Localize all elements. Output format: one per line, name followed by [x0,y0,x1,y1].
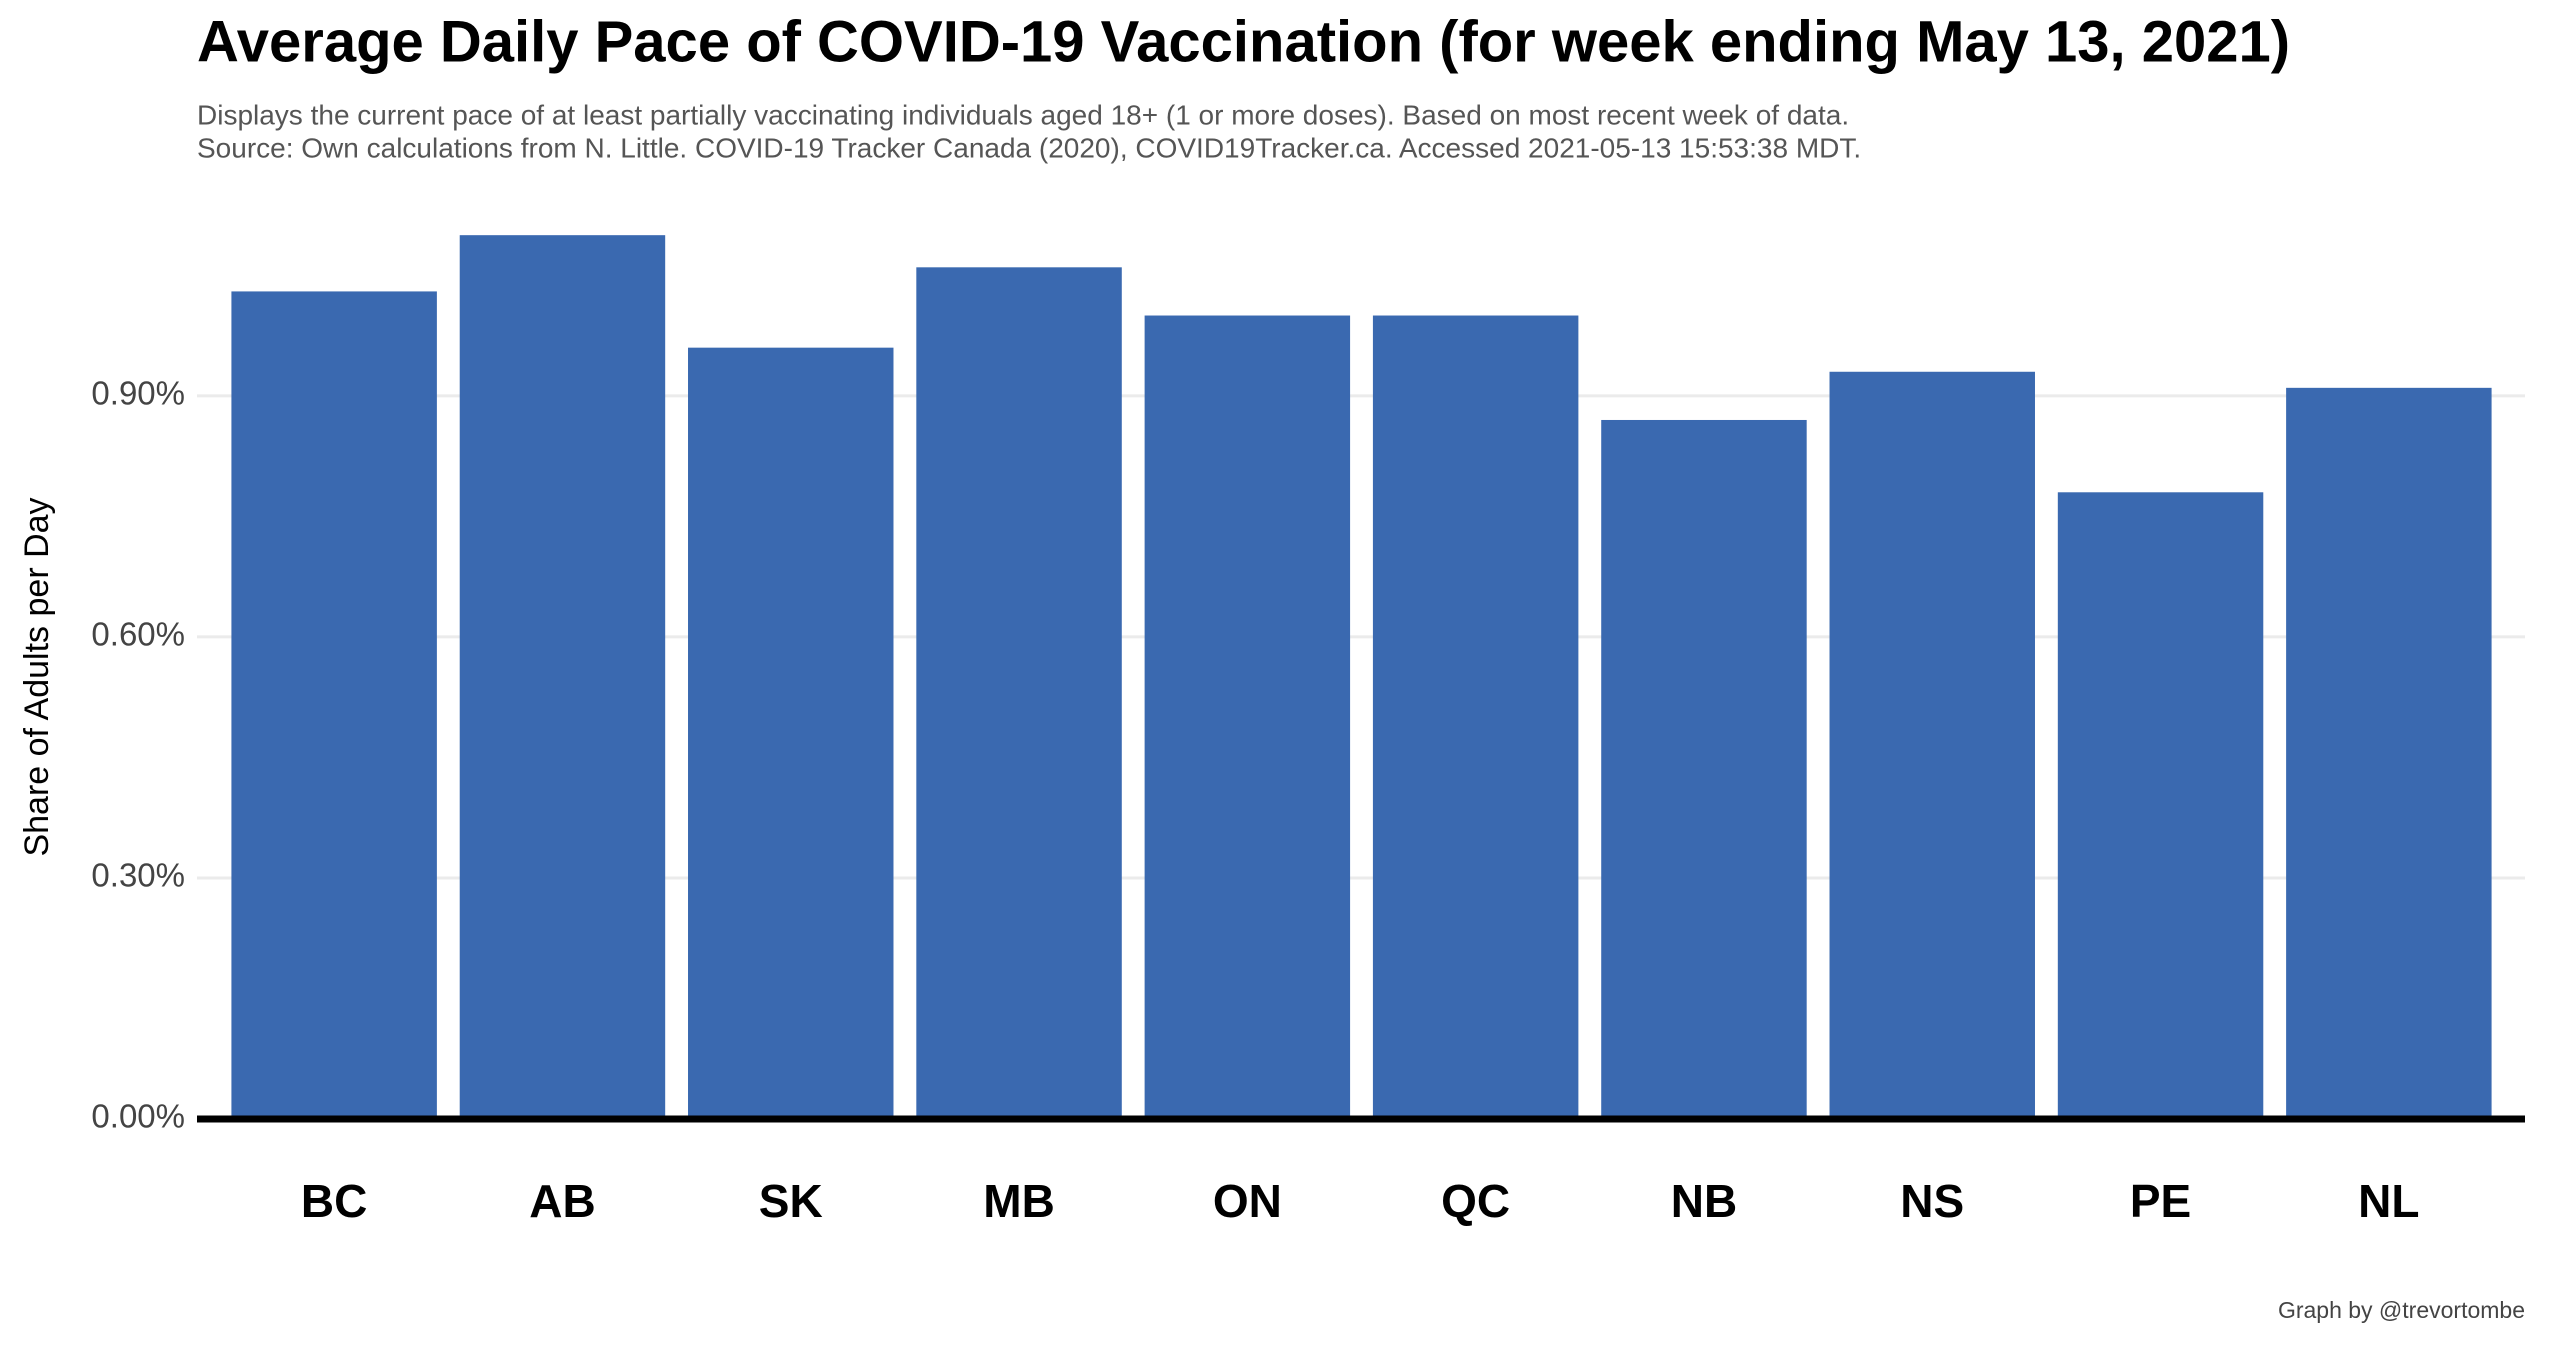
bar [231,291,437,1120]
caption: Graph by @trevortombe [2278,1297,2525,1323]
x-tick-label: BC [301,1175,367,1227]
bar [916,267,1122,1119]
y-tick-label: 0.00% [91,1098,185,1135]
x-tick-label: MB [983,1175,1055,1227]
x-tick-label: QC [1441,1175,1510,1227]
chart-title: Average Daily Pace of COVID-19 Vaccinati… [197,9,2290,74]
x-tick-label: PE [2130,1175,2191,1227]
x-tick-label: ON [1213,1175,1282,1227]
bar [1829,371,2035,1119]
x-tick-label: AB [529,1175,595,1227]
y-axis-title: Share of Adults per Day [18,497,56,856]
subtitle: Source: Own calculations from N. Little.… [197,132,1861,163]
bar [2057,492,2264,1119]
bar [459,235,666,1119]
bar [1144,315,1351,1119]
x-tick-label: NL [2358,1175,2419,1227]
y-tick-label: 0.30% [91,857,185,894]
bar [1372,315,1579,1119]
subtitle: Displays the current pace of at least pa… [197,99,1849,130]
y-tick-label: 0.60% [91,616,185,653]
x-tick-label: NB [1671,1175,1737,1227]
x-tick-label: SK [759,1175,823,1227]
y-tick-label: 0.90% [91,375,185,412]
bar [2286,387,2492,1119]
bar [688,347,894,1119]
bar [1601,419,1807,1120]
x-tick-label: NS [1900,1175,1964,1227]
